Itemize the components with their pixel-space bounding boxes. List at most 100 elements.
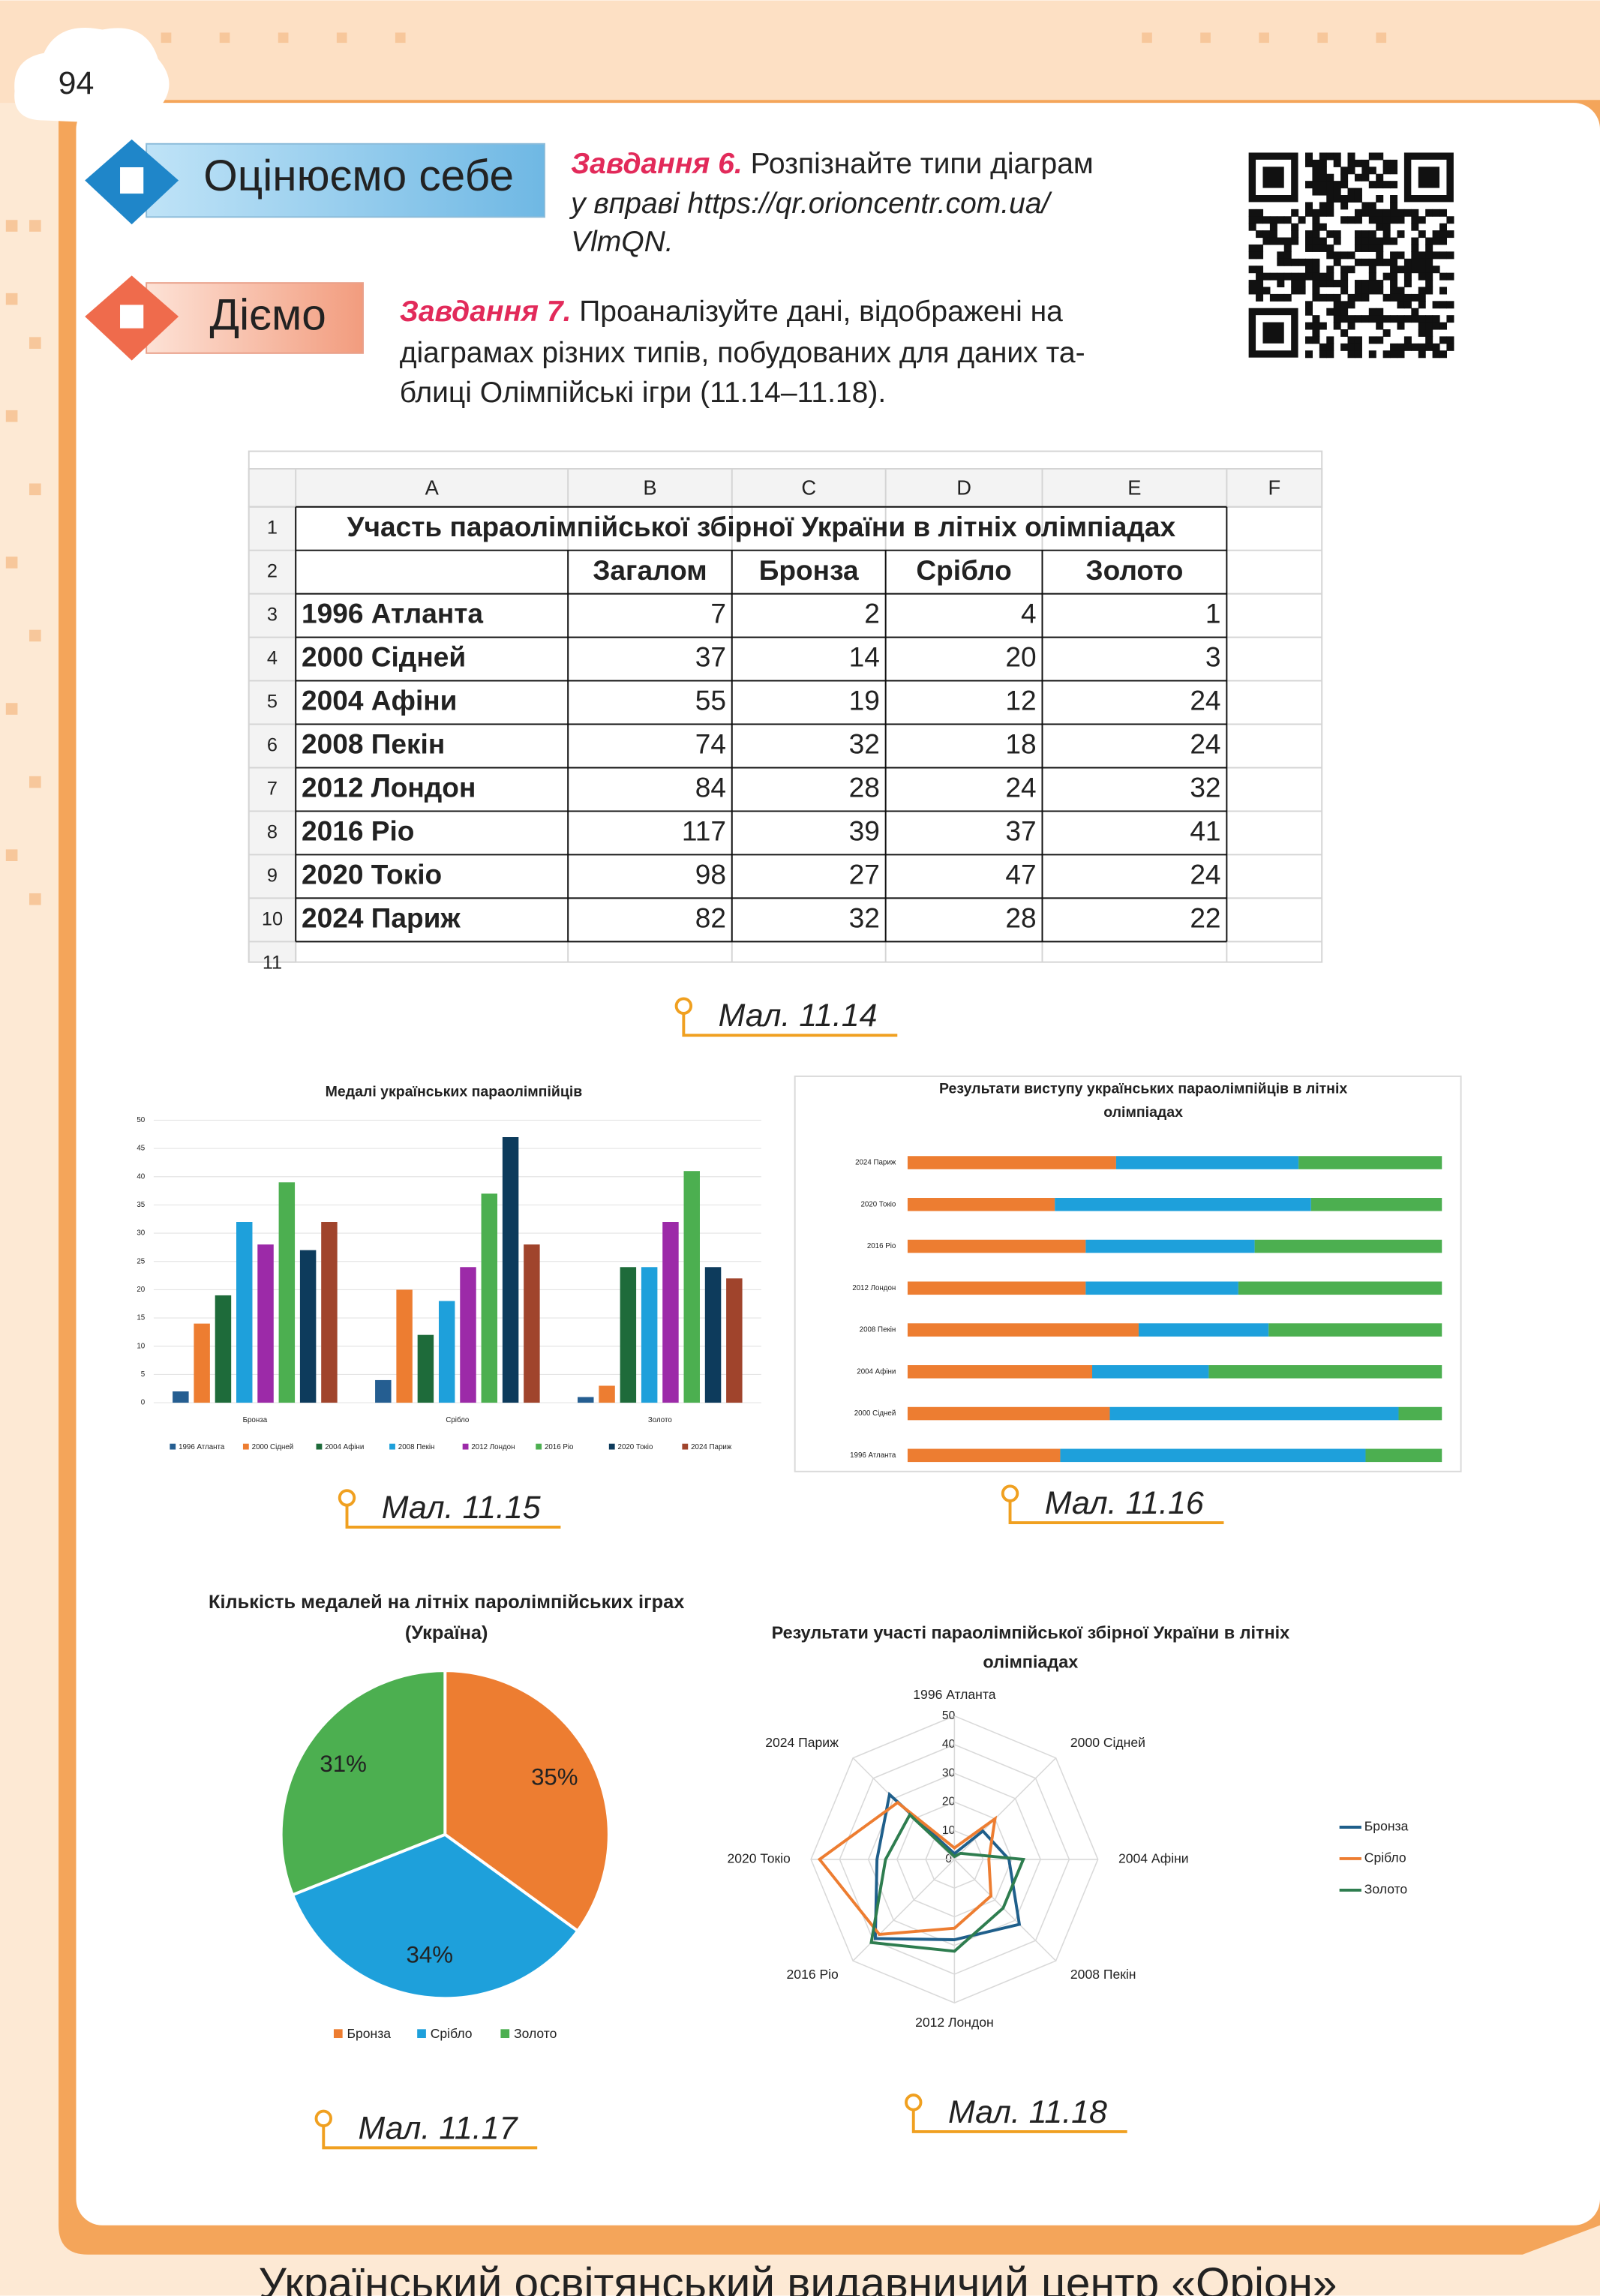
- qr-module: [1403, 293, 1412, 302]
- qr-module: [1291, 272, 1299, 281]
- table-cell: 2020 Токіо: [302, 858, 442, 890]
- r-tick-label: 30: [942, 1766, 956, 1779]
- qr-module: [1418, 350, 1426, 359]
- qr-module: [1418, 287, 1426, 295]
- bar: [375, 1379, 392, 1403]
- qr-finder: [1403, 152, 1454, 203]
- y-tick-label: 25: [137, 1257, 145, 1265]
- bar: [215, 1295, 232, 1403]
- qr-module: [1347, 301, 1355, 309]
- qr-module: [1333, 194, 1341, 203]
- qr-module: [1418, 301, 1426, 309]
- bar: [683, 1171, 700, 1403]
- qr-module: [1382, 258, 1391, 266]
- qr-module: [1347, 266, 1355, 274]
- qr-module: [1319, 202, 1327, 210]
- row-number: 8: [267, 821, 278, 842]
- qr-module: [1425, 336, 1433, 344]
- qr-module: [1418, 272, 1426, 281]
- qr-module: [1340, 329, 1349, 338]
- qr-module: [1354, 280, 1362, 288]
- qr-module: [1418, 329, 1426, 338]
- y-tick-label: 35: [137, 1201, 145, 1209]
- column-header: E: [1127, 476, 1141, 500]
- row-number: 4: [267, 648, 278, 669]
- caption: Мал. 11.14: [719, 998, 878, 1034]
- task-line: Завдання 7. Проаналізуйте дані, відображ…: [400, 296, 1063, 328]
- table-cell: 2016 Ріо: [302, 815, 414, 847]
- column-header: B: [643, 476, 656, 500]
- section-badge: Діємо: [85, 275, 364, 361]
- qr-module: [1319, 159, 1327, 167]
- legend-label: 2008 Пекін: [398, 1443, 435, 1451]
- qr-module: [1411, 315, 1419, 323]
- bar-segment: [907, 1156, 1116, 1169]
- qr-module: [1347, 188, 1355, 196]
- qr-module: [1298, 258, 1306, 266]
- table-cell: 41: [1190, 815, 1220, 847]
- bar-segment: [1238, 1281, 1442, 1295]
- bar-segment: [1398, 1406, 1442, 1421]
- qr-finder: [1248, 152, 1298, 203]
- qr-module: [1368, 202, 1376, 210]
- qr-module: [1446, 301, 1454, 309]
- radar-line: [869, 1812, 1025, 1953]
- legend-label: 2012 Лондон: [471, 1443, 515, 1451]
- qr-module: [1354, 336, 1362, 344]
- qr-module: [1425, 343, 1433, 351]
- qr-module: [1432, 266, 1440, 274]
- qr-module: [1376, 216, 1384, 224]
- x-tick-label: Срібло: [446, 1416, 470, 1424]
- qr-module: [1382, 216, 1391, 224]
- qr-module: [1319, 272, 1327, 281]
- qr-module: [1439, 230, 1448, 239]
- bar-segment: [1092, 1365, 1209, 1379]
- qr-module: [1382, 329, 1391, 338]
- qr-module: [1305, 301, 1313, 309]
- qr-module: [1361, 280, 1370, 288]
- caption: Мал. 11.18: [948, 2094, 1107, 2130]
- qr-module: [1397, 293, 1405, 302]
- qr-module: [1354, 315, 1362, 323]
- qr-module: [1439, 336, 1448, 344]
- table-cell: 28: [1005, 902, 1036, 933]
- qr-module: [1439, 350, 1448, 359]
- qr-module: [1333, 188, 1341, 196]
- chart-title: олімпіадах: [1103, 1104, 1183, 1121]
- task-text: Розпізнайте типи діаграм: [751, 148, 1094, 180]
- qr-module: [1397, 230, 1405, 239]
- qr-module: [1248, 287, 1256, 295]
- page-number: 94: [59, 65, 95, 101]
- qr-module: [1326, 181, 1334, 189]
- qr-module: [1340, 194, 1349, 203]
- qr-module: [1390, 209, 1398, 217]
- y-tick-label: 10: [137, 1342, 145, 1350]
- table-cell: 2004 Афіни: [302, 685, 457, 716]
- qr-module: [1354, 244, 1362, 252]
- qr-module: [1411, 244, 1419, 252]
- qr-module: [1361, 209, 1370, 217]
- qr-module: [1340, 266, 1349, 274]
- qr-module: [1312, 272, 1320, 281]
- chart-frame: [794, 1075, 1462, 1472]
- qr-module: [1319, 173, 1327, 182]
- qr-module: [1397, 322, 1405, 330]
- qr-module: [1432, 343, 1440, 351]
- caption: Мал. 11.16: [1045, 1485, 1204, 1521]
- qr-module: [1446, 216, 1454, 224]
- caption-underline: [345, 1505, 561, 1529]
- table-cell: 2000 Сідней: [302, 641, 466, 673]
- qr-module: [1319, 209, 1327, 217]
- qr-module: [1347, 293, 1355, 302]
- qr-module: [1403, 280, 1412, 288]
- legend-label: 2024 Париж: [691, 1443, 732, 1451]
- qr-module: [1312, 322, 1320, 330]
- qr-module: [1333, 237, 1341, 245]
- qr-module: [1368, 209, 1376, 217]
- pie-slice: [279, 1669, 447, 1897]
- qr-module: [1347, 315, 1355, 323]
- qr-module: [1376, 223, 1384, 231]
- qr-module: [1291, 287, 1299, 295]
- qr-module: [1432, 237, 1440, 245]
